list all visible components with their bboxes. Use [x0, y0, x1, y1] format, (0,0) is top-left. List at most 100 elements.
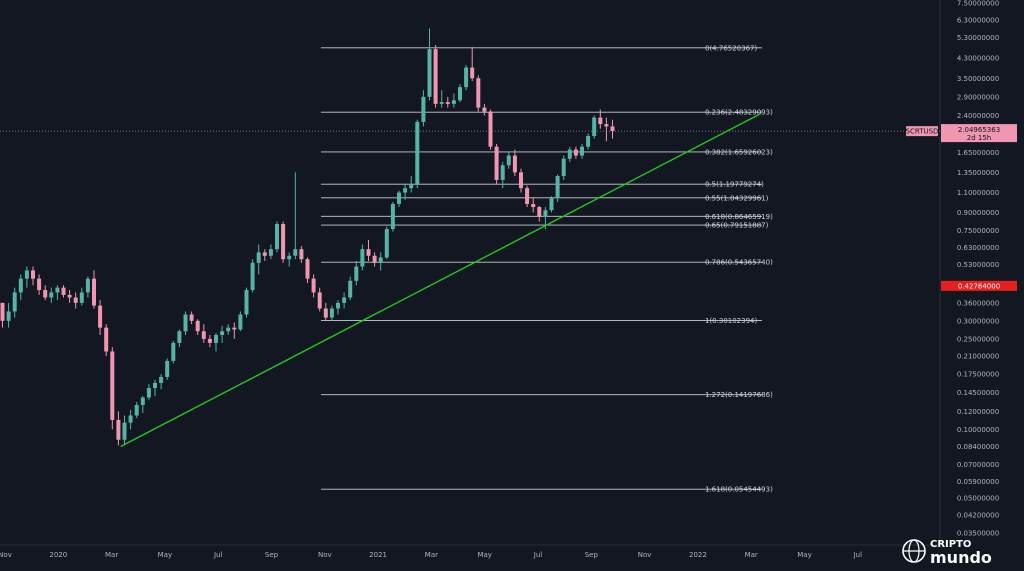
symbol-badge — [906, 126, 938, 137]
candle-body — [311, 278, 316, 293]
watermark-logo: CRIPTO mundo — [902, 539, 992, 567]
candle-body — [580, 146, 584, 156]
candle-body — [140, 397, 145, 405]
current-price-value: 2.04965363 — [958, 126, 1000, 134]
candle-body — [73, 297, 78, 303]
candle-body — [519, 172, 523, 189]
candle-body — [555, 176, 560, 199]
candle-body — [439, 102, 444, 104]
y-tick-label: 1.65000000 — [957, 149, 999, 157]
candle-body — [244, 290, 249, 315]
candle-body — [476, 78, 481, 108]
x-tick-label: 2022 — [689, 551, 707, 559]
y-tick-label: 0.04200000 — [957, 511, 999, 519]
candle-body — [390, 203, 395, 230]
fib-level-label: 0.618(0.86465919) — [705, 213, 773, 221]
y-tick-label: 0.90000000 — [957, 209, 999, 217]
candle-body — [329, 308, 334, 318]
candle-body — [342, 297, 347, 303]
candle-body — [458, 87, 462, 101]
x-tick-label: Jul — [533, 551, 543, 559]
candle-body — [360, 249, 365, 267]
candle-body — [98, 305, 103, 328]
y-tick-label: 6.30000000 — [957, 17, 999, 25]
candle-body — [67, 294, 72, 298]
y-tick-label: 0.75000000 — [957, 227, 999, 235]
candle-body — [183, 314, 188, 332]
x-tick-label: 2021 — [369, 551, 387, 559]
candle-body — [482, 107, 487, 112]
candle-body — [24, 270, 29, 279]
candle-body — [153, 382, 157, 388]
candle-body — [403, 188, 408, 193]
fib-level-label: 1.272(0.14197686) — [705, 391, 773, 399]
x-tick-label: May — [477, 551, 491, 559]
watermark-line2: mundo — [930, 548, 992, 567]
candle-body — [421, 96, 426, 122]
x-tick-label: Mar — [105, 551, 118, 559]
y-tick-label: 0.12000000 — [957, 408, 999, 416]
candle-body — [12, 292, 17, 312]
candle-body — [61, 287, 66, 295]
candle-body — [31, 270, 35, 279]
y-tick-label: 0.30000000 — [957, 317, 999, 325]
candle-body — [92, 278, 96, 306]
candle-body — [604, 124, 609, 127]
candle-body — [598, 117, 603, 125]
candle-body — [287, 255, 292, 260]
x-tick-label: 2020 — [49, 551, 67, 559]
candle-body — [268, 249, 273, 256]
candle-body — [354, 266, 359, 281]
candle-body — [49, 292, 54, 298]
candle-body — [445, 102, 450, 104]
candle-body — [488, 111, 493, 147]
candle-body — [281, 223, 286, 260]
y-tick-label: 2.40000000 — [957, 112, 999, 120]
fib-level-label: 0(4.76520367) — [705, 44, 757, 52]
y-tick-label: 0.03500000 — [957, 530, 999, 538]
candle-body — [299, 249, 304, 260]
candle-body — [500, 165, 505, 180]
globe-icon — [902, 539, 926, 563]
marker-price-badge — [941, 280, 1017, 291]
candle-body — [549, 198, 554, 211]
x-tick-label: Nov — [318, 551, 332, 559]
x-tick-label: Jul — [853, 551, 863, 559]
current-price-badge — [941, 124, 1017, 143]
candle-body — [146, 387, 151, 398]
x-tick-label: Jul — [213, 551, 223, 559]
watermark-line1: CRIPTO — [930, 539, 971, 550]
candle-body — [104, 327, 109, 352]
y-tick-label: 1.35000000 — [957, 169, 999, 177]
candle-body — [79, 292, 84, 303]
candle-body — [122, 422, 127, 440]
candle-body — [586, 136, 591, 147]
candle-body — [18, 278, 23, 293]
candle-body — [305, 259, 310, 279]
candle-body — [116, 419, 121, 440]
candle-body — [238, 314, 243, 330]
fib-level-label: 0.786(0.54365740) — [705, 259, 773, 267]
candle-body — [195, 320, 200, 332]
candle-body — [159, 376, 164, 383]
candle-body — [250, 262, 255, 291]
y-tick-label: 0.53000000 — [957, 261, 999, 269]
candle-body — [226, 327, 231, 332]
y-tick-label: 1.10000000 — [957, 189, 999, 197]
candle-body — [451, 100, 456, 104]
candle-body — [397, 192, 401, 204]
y-tick-label: 0.17500000 — [957, 371, 999, 379]
candle-body — [573, 149, 578, 156]
candle-body — [348, 280, 353, 298]
y-tick-label: 7.50000000 — [957, 0, 999, 8]
candle-body — [293, 249, 298, 256]
candle-body — [0, 302, 5, 321]
x-tick-label: Sep — [585, 551, 599, 559]
x-tick-label: Nov — [638, 551, 652, 559]
candle-body — [43, 290, 48, 298]
candle-body — [189, 314, 194, 321]
candle-body — [415, 121, 420, 184]
